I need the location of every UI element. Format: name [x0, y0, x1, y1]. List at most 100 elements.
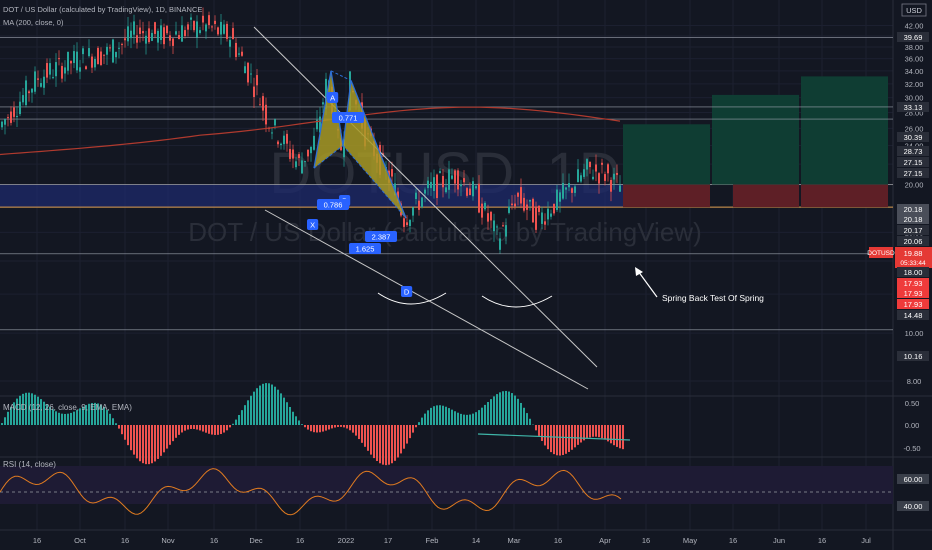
- candle-body: [202, 15, 204, 23]
- candle-body: [274, 119, 276, 126]
- candle-body: [31, 88, 33, 93]
- macd-bar: [70, 412, 72, 425]
- price-tag-bg: [897, 288, 929, 298]
- ratio-label: 0.771: [339, 114, 358, 123]
- macd-bar: [466, 414, 468, 425]
- x-tick-label: 2022: [338, 536, 355, 545]
- macd-bar: [172, 425, 174, 442]
- candle-body: [166, 25, 168, 34]
- macd-bar: [490, 399, 492, 425]
- candle-body: [601, 162, 603, 165]
- macd-bar: [103, 407, 105, 425]
- candle-body: [226, 23, 228, 39]
- ma-line-title: MA (200, close, 0): [3, 18, 64, 27]
- candle-body: [511, 203, 513, 206]
- macd-bar: [178, 425, 180, 435]
- candle-body: [493, 220, 495, 232]
- candle-body: [517, 192, 519, 197]
- candle-body: [148, 28, 150, 43]
- candle-body: [616, 172, 618, 175]
- macd-bar: [313, 425, 315, 433]
- macd-bar: [415, 425, 417, 428]
- macd-bar: [385, 425, 387, 466]
- candle-body: [49, 63, 51, 75]
- candle-body: [1, 121, 3, 128]
- macd-bar: [493, 396, 495, 425]
- macd-bar: [613, 425, 615, 446]
- price-tag-bg: [897, 267, 929, 277]
- candle-body: [535, 206, 537, 230]
- macd-bar: [97, 403, 99, 425]
- candle-body: [112, 39, 114, 63]
- macd-bar: [124, 425, 126, 440]
- macd-bar: [253, 391, 255, 425]
- macd-bar: [496, 394, 498, 425]
- candle-body: [40, 83, 42, 87]
- macd-bar: [208, 425, 210, 434]
- candle-body: [604, 174, 606, 181]
- price-tag: 30.39: [904, 133, 923, 142]
- x-tick-label: Oct: [74, 536, 87, 545]
- candle-body: [313, 135, 315, 150]
- target-zones: [623, 76, 888, 185]
- macd-bar: [424, 413, 426, 425]
- candle-body: [448, 169, 450, 190]
- price-tag: 28.73: [904, 147, 923, 156]
- candle-body: [301, 160, 303, 174]
- candle-body: [178, 35, 180, 40]
- macd-bar: [40, 399, 42, 425]
- macd-bar: [118, 425, 120, 429]
- candle-body: [298, 154, 300, 159]
- macd-bar: [352, 425, 354, 433]
- candle-body: [565, 187, 567, 190]
- x-tick-label: Dec: [249, 536, 263, 545]
- candle-body: [430, 181, 432, 189]
- candle-body: [544, 221, 546, 225]
- macd-bar: [10, 406, 12, 425]
- macd-bar: [16, 398, 18, 425]
- macd-bar: [319, 425, 321, 433]
- macd-bar: [403, 425, 405, 449]
- candle-body: [256, 75, 258, 86]
- macd-bar: [427, 410, 429, 425]
- macd-bar: [430, 407, 432, 425]
- macd-tick-label: 0.50: [905, 399, 920, 408]
- macd-bar: [610, 425, 612, 444]
- price-tick-label: 20.00: [905, 181, 924, 190]
- rsi-title: RSI (14, close): [3, 460, 56, 469]
- candle-body: [217, 27, 219, 35]
- annotation-arrow-head: [635, 267, 643, 276]
- candle-body: [124, 38, 126, 41]
- macd-bar: [355, 425, 357, 436]
- macd-bar: [262, 383, 264, 425]
- price-tag-bg: [897, 146, 929, 156]
- price-tag: 20.17: [904, 226, 923, 235]
- candle-body: [547, 208, 549, 220]
- price-tick-label: 30.00: [905, 94, 924, 103]
- price-tag: 17.93: [904, 300, 923, 309]
- candle-body: [118, 47, 120, 49]
- x-tick-label: Jun: [773, 536, 785, 545]
- candle-body: [484, 202, 486, 210]
- macd-bar: [190, 425, 192, 429]
- macd-bar: [418, 422, 420, 425]
- target-zone: [801, 76, 888, 185]
- candle-body: [607, 164, 609, 174]
- macd-bar: [274, 386, 276, 425]
- rsi-band: [0, 466, 893, 504]
- macd-bar: [298, 420, 300, 425]
- macd-bar: [76, 410, 78, 425]
- pattern-dashed: [313, 145, 344, 169]
- macd-bar: [505, 390, 507, 425]
- candle-body: [436, 174, 438, 199]
- macd-bar: [169, 425, 171, 445]
- candle-body: [133, 21, 135, 35]
- candle-body: [514, 203, 516, 207]
- candle-body: [592, 176, 594, 180]
- candle-body: [520, 187, 522, 204]
- ratio-label: 2.387: [372, 233, 391, 242]
- macd-bar: [412, 425, 414, 433]
- label-a-bg: [327, 92, 339, 103]
